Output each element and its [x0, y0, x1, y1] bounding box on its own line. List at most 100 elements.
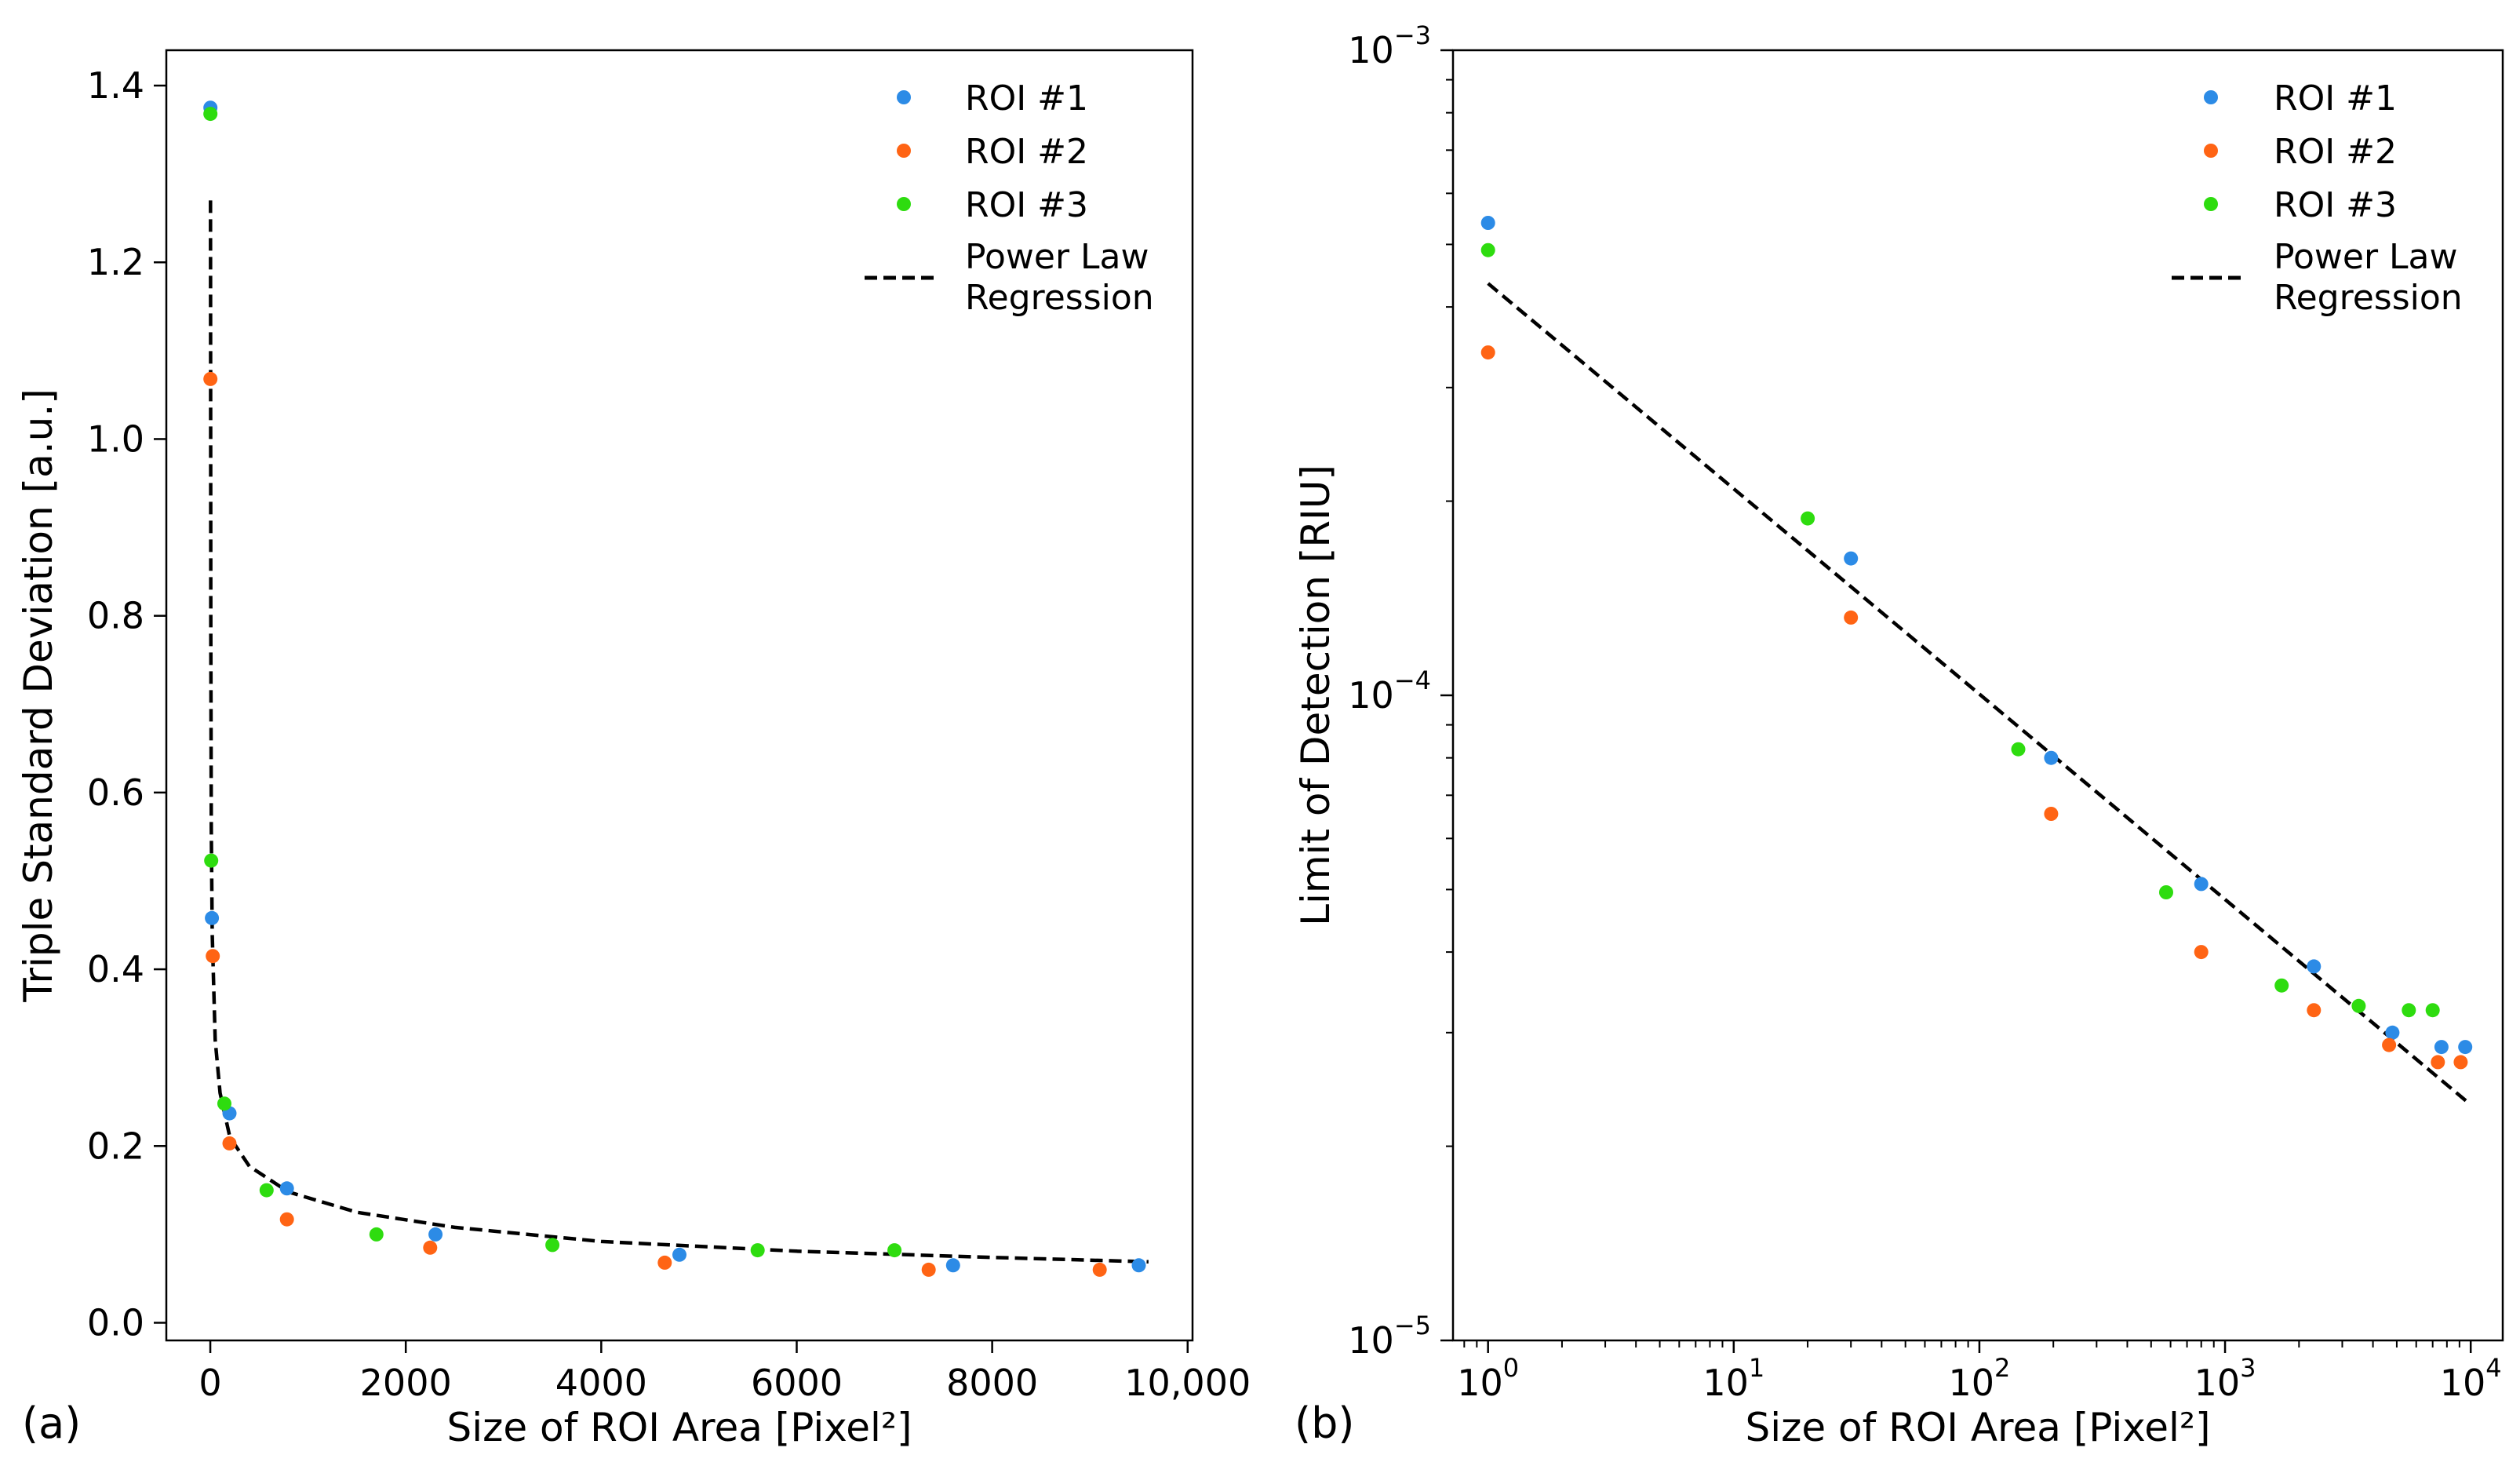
chart-a-ticks: 0 2000 4000 6000 8000 10,000 0.0 0.2 0.4 0.6 0.8 1.…: [87, 64, 1251, 1404]
chart-b-point-roi3: [2425, 1003, 2440, 1018]
chart-b-point-roi1: [1844, 551, 1859, 566]
chart-b-legend: ROI #1 ROI #2 ROI #3 Power Law Regressio…: [2172, 78, 2463, 318]
chart-a-legend: ROI #1 ROI #2 ROI #3 Power Law Regressio…: [865, 78, 1154, 318]
chart-b-ytick-label: 10−4: [1348, 666, 1431, 717]
chart-b-point-roi2: [1480, 345, 1495, 360]
chart-a-xtick-label: 10,000: [1124, 1362, 1251, 1404]
legend-b-roi1-marker: [2204, 90, 2218, 104]
chart-b-ylabel: Limit of Detection [RIU]: [1293, 465, 1338, 926]
chart-a-point-roi2: [222, 1136, 237, 1151]
chart-a-ylabel: Triple Standard Deviation [a.u.]: [16, 388, 61, 1002]
chart-a-points: [203, 100, 1146, 1277]
chart-b-xtick-label: 100: [1457, 1353, 1519, 1404]
chart-a-ytick-label: 1.4: [87, 64, 144, 107]
legend-b-fit-label-line1: Power Law: [2274, 237, 2457, 277]
legend-a-roi3-label: ROI #3: [965, 185, 1088, 225]
chart-b-xtick-label: 104: [2440, 1353, 2502, 1404]
chart-b-point-roi3: [2159, 885, 2173, 899]
chart-a-point-roi2: [1092, 1262, 1107, 1277]
chart-b-point-roi1: [2385, 1025, 2400, 1040]
chart-b-points: [1480, 216, 2473, 1070]
chart-b-point-roi1: [2458, 1040, 2473, 1055]
chart-b-point-roi2: [1844, 610, 1859, 625]
legend-a-roi1-label: ROI #1: [965, 78, 1088, 119]
chart-a-point-roi2: [279, 1212, 294, 1227]
chart-b-point-roi2: [2194, 945, 2209, 960]
chart-b-point-roi1: [2194, 877, 2209, 892]
chart-a-xtick-label: 4000: [555, 1362, 647, 1404]
chart-b-ytick-label: 10−5: [1348, 1311, 1431, 1362]
chart-a-ytick-label: 0.4: [87, 948, 144, 990]
chart-a-point-roi3: [369, 1227, 384, 1242]
chart-a-ytick-label: 1.0: [87, 418, 144, 460]
chart-b-point-roi2: [2453, 1055, 2468, 1070]
chart-a-point-roi3: [887, 1243, 902, 1258]
legend-b-roi3-label: ROI #3: [2274, 185, 2397, 225]
chart-b-fit: [1487, 282, 2468, 1103]
chart-b-panel-label: (b): [1295, 1399, 1354, 1448]
chart-b-point-roi3: [2274, 978, 2289, 993]
chart-a-panel-label: (a): [22, 1399, 81, 1448]
chart-a-xlabel: Size of ROI Area [Pixel²]: [446, 1405, 912, 1450]
chart-a-point-roi3: [217, 1096, 231, 1111]
chart-a-point-roi2: [206, 949, 220, 964]
chart-b-xtick-label: 103: [2194, 1353, 2256, 1404]
chart-b-point-roi1: [2044, 750, 2059, 765]
chart-b-point-roi2: [2382, 1038, 2397, 1052]
legend-b-roi1-label: ROI #1: [2274, 78, 2397, 119]
chart-a-ytick-label: 0.6: [87, 771, 144, 814]
legend-a-fit-label-line1: Power Law: [965, 237, 1149, 277]
chart-b-point-roi3: [2351, 998, 2366, 1013]
chart-b-point-roi1: [1480, 216, 1495, 230]
chart-a-xtick-label: 6000: [751, 1362, 843, 1404]
chart-b-point-roi3: [1480, 243, 1495, 257]
legend-a-fit-label-line2: Regression: [965, 278, 1154, 318]
chart-b-point-roi1: [2307, 959, 2322, 974]
chart-a-point-roi3: [545, 1238, 560, 1253]
chart-a-ytick-label: 1.2: [87, 241, 144, 283]
chart-b-point-roi3: [2402, 1003, 2416, 1018]
legend-a-roi2-marker: [897, 144, 911, 158]
chart-b-ytick-label: 10−3: [1348, 20, 1431, 71]
chart-b-point-roi3: [2011, 742, 2026, 757]
chart-a-point-roi2: [423, 1240, 438, 1255]
chart-a-point-roi3: [204, 853, 219, 868]
chart-a-point-roi1: [945, 1258, 960, 1273]
chart-b-point-roi1: [2434, 1040, 2449, 1055]
chart-a-ytick-label: 0.2: [87, 1125, 144, 1167]
chart-a-point-roi3: [750, 1243, 765, 1258]
legend-a-roi2-label: ROI #2: [965, 132, 1088, 172]
chart-b-xtick-label: 102: [1948, 1353, 2010, 1404]
chart-b-point-roi2: [2044, 807, 2059, 821]
chart-b: 100 101 102 103 104 10−5 10−4 10−3 ROI #1 ROI #…: [1293, 20, 2504, 1450]
chart-a-point-roi1: [279, 1181, 294, 1196]
chart-a-point-roi1: [428, 1227, 443, 1242]
chart-a-xtick-label: 0: [198, 1362, 221, 1404]
chart-b-xtick-label: 101: [1702, 1353, 1764, 1404]
chart-a-xtick-label: 8000: [946, 1362, 1038, 1404]
chart-b-point-roi2: [2307, 1003, 2322, 1018]
chart-a-point-roi2: [921, 1262, 936, 1277]
legend-b-fit-label-line2: Regression: [2274, 278, 2463, 318]
legend-b-roi2-label: ROI #2: [2274, 132, 2397, 172]
chart-a-ytick-label: 0.8: [87, 595, 144, 637]
chart-b-fit-line: [1487, 282, 2468, 1103]
legend-b-roi2-marker: [2204, 144, 2218, 158]
chart-a-ytick-label: 0.0: [87, 1301, 144, 1344]
chart-a-point-roi2: [657, 1255, 672, 1270]
chart-a-plot-area: [165, 49, 1194, 1342]
chart-b-point-roi3: [1801, 511, 1815, 526]
chart-a-point-roi3: [259, 1183, 274, 1198]
chart-a-point-roi2: [203, 371, 218, 386]
chart-b-plot-area: [1451, 49, 2504, 1342]
chart-b-point-roi2: [2431, 1055, 2445, 1070]
chart-a: 0 2000 4000 6000 8000 10,000 0.0 0.2 0.4 0.6 0.8 1.…: [16, 49, 1251, 1450]
legend-b-roi3-marker: [2204, 197, 2218, 211]
chart-a-point-roi3: [203, 107, 218, 122]
chart-a-point-roi1: [205, 910, 220, 925]
chart-a-point-roi1: [1131, 1258, 1146, 1273]
chart-b-xlabel: Size of ROI Area [Pixel²]: [1745, 1405, 2210, 1450]
chart-b-ticks: 100 101 102 103 104 10−5 10−4 10−3: [1348, 20, 2501, 1404]
chart-a-point-roi1: [672, 1247, 686, 1262]
